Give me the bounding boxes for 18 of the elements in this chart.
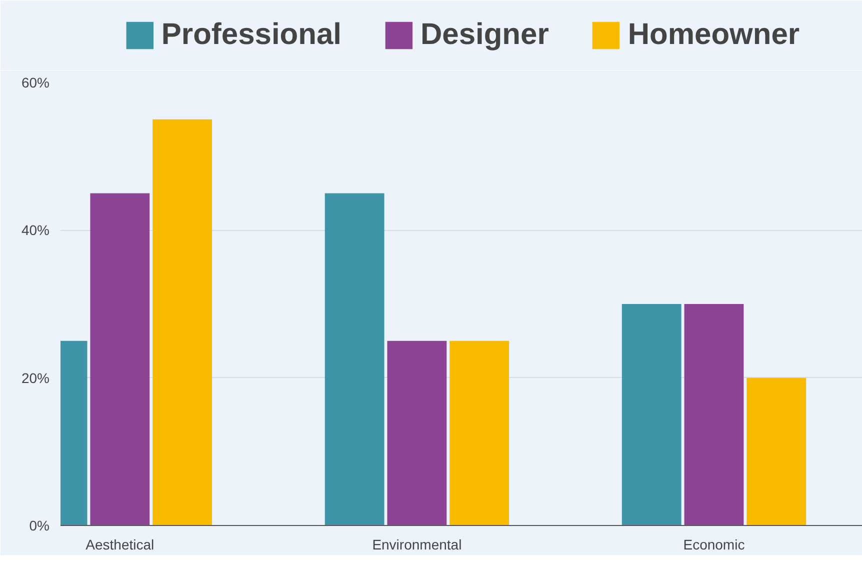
y-tick-label: 0% [29, 518, 50, 534]
y-tick-label: 40% [21, 222, 50, 238]
x-tick-label: Environmental [372, 536, 462, 552]
y-tick-label: 20% [21, 370, 50, 386]
x-tick-label: Aesthetical [86, 536, 154, 552]
bar [90, 193, 150, 526]
bar [450, 340, 510, 526]
bar [152, 119, 212, 526]
bar [684, 304, 744, 526]
bar [324, 193, 384, 526]
legend-label: Professional [161, 18, 342, 52]
bar [746, 378, 806, 526]
bar [387, 340, 447, 526]
bar [622, 304, 682, 526]
legend-label: Homeowner [628, 18, 800, 52]
legend-label: Designer [420, 18, 549, 52]
y-tick-label: 60% [21, 74, 50, 90]
x-tick-label: Economic [683, 536, 745, 552]
